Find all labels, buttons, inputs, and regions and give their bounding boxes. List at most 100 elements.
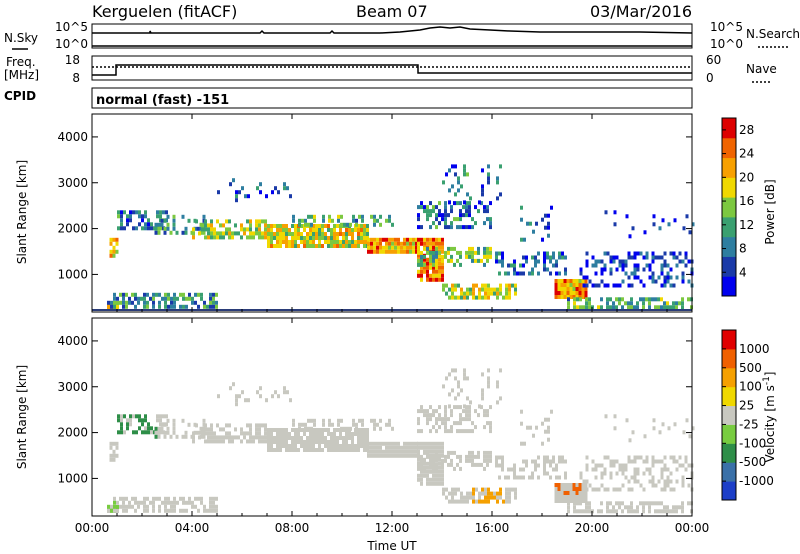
velocity-cell <box>264 431 267 436</box>
velocity-cell <box>318 444 321 448</box>
power-cell <box>460 287 463 292</box>
velocity-cell <box>321 448 324 452</box>
power-cell <box>450 209 453 214</box>
power-cell <box>489 246 492 251</box>
power-cell <box>468 209 471 214</box>
power-cell <box>459 201 462 206</box>
power-cell <box>315 236 318 240</box>
power-cell <box>373 249 376 254</box>
velocity-cell <box>660 487 664 492</box>
power-cell <box>160 222 164 227</box>
power-cell <box>666 301 669 306</box>
velocity-cell <box>508 487 511 492</box>
power-cell <box>630 297 633 302</box>
power-cell <box>160 218 164 223</box>
power-cell <box>415 245 418 250</box>
power-cell <box>164 300 167 305</box>
power-cell <box>309 236 312 240</box>
power-colorbar-segment <box>722 216 736 238</box>
velocity-cell <box>340 418 343 423</box>
velocity-cell <box>354 448 357 452</box>
power-cell <box>267 236 270 240</box>
power-cell <box>312 240 315 244</box>
velocity-cell <box>560 487 564 491</box>
velocity-cell <box>579 471 583 476</box>
power-cell <box>107 300 110 305</box>
power-cell <box>166 226 170 231</box>
velocity-cell <box>207 435 210 440</box>
velocity-cell <box>591 459 595 464</box>
velocity-cell <box>182 500 185 505</box>
power-cell <box>554 291 558 295</box>
velocity-cell <box>636 471 640 476</box>
power-cell <box>363 224 366 228</box>
power-cell <box>514 287 517 292</box>
velocity-colorbar-segment <box>722 462 736 482</box>
velocity-cell <box>348 432 351 436</box>
velocity-cell <box>391 445 394 450</box>
velocity-cell <box>505 495 508 500</box>
velocity-cell <box>573 501 576 506</box>
power-cell <box>569 283 573 287</box>
power-cell <box>615 267 619 272</box>
power-cell <box>438 250 441 255</box>
power-cell <box>339 240 342 244</box>
power-cell <box>429 273 432 278</box>
velocity-cell <box>291 444 294 448</box>
power-cell <box>228 219 231 224</box>
power-cell <box>541 217 544 222</box>
power-cell <box>438 213 441 218</box>
power-cell <box>120 218 123 223</box>
power-colorbar-frame <box>721 117 737 297</box>
velocity-cell <box>460 495 463 500</box>
power-cell <box>463 168 466 173</box>
velocity-cell <box>557 483 561 487</box>
velocity-cell <box>152 500 155 505</box>
power-cell <box>579 305 582 310</box>
velocity-cell <box>144 430 147 435</box>
velocity-cell <box>403 445 406 450</box>
velocity-cell <box>475 487 478 492</box>
velocity-cell <box>264 427 267 432</box>
velocity-cell <box>438 454 441 459</box>
velocity-cell <box>394 449 397 454</box>
power-cell <box>432 269 435 274</box>
power-cell <box>209 292 212 297</box>
velocity-cell <box>624 505 627 510</box>
velocity-cell <box>201 431 204 436</box>
velocity-colorbar-tick-label: -100 <box>739 436 766 450</box>
power-cell <box>432 237 435 242</box>
power-cell <box>471 246 474 251</box>
velocity-cell <box>669 471 673 476</box>
velocity-cell <box>342 444 345 448</box>
velocity-cell <box>360 440 363 444</box>
velocity-cell <box>450 429 453 434</box>
velocity-cell <box>489 450 492 455</box>
power-cell <box>337 214 340 219</box>
velocity-cell <box>581 483 585 487</box>
power-cell <box>531 271 534 276</box>
velocity-cell <box>376 422 379 427</box>
velocity-cell <box>591 467 595 472</box>
velocity-cell <box>532 433 535 438</box>
power-cell <box>432 250 435 255</box>
power-cell <box>203 304 206 309</box>
velocity-cell <box>318 440 321 444</box>
velocity-cell <box>603 487 607 492</box>
power-cell <box>438 261 441 266</box>
velocity-cell <box>363 440 366 444</box>
velocity-cell <box>672 459 676 464</box>
station-title: Kerguelen (fitACF) <box>92 2 237 21</box>
power-cell <box>480 258 483 263</box>
velocity-cell <box>321 436 324 440</box>
velocity-cell <box>585 501 588 506</box>
velocity-cell <box>438 461 441 466</box>
velocity-cell <box>566 499 570 503</box>
velocity-cell <box>122 508 125 513</box>
power-cell <box>162 210 165 215</box>
power-cell <box>486 246 489 251</box>
power-cell <box>529 221 532 226</box>
velocity-cell <box>112 441 116 446</box>
velocity-cell <box>578 495 582 499</box>
velocity-cell <box>546 471 549 476</box>
